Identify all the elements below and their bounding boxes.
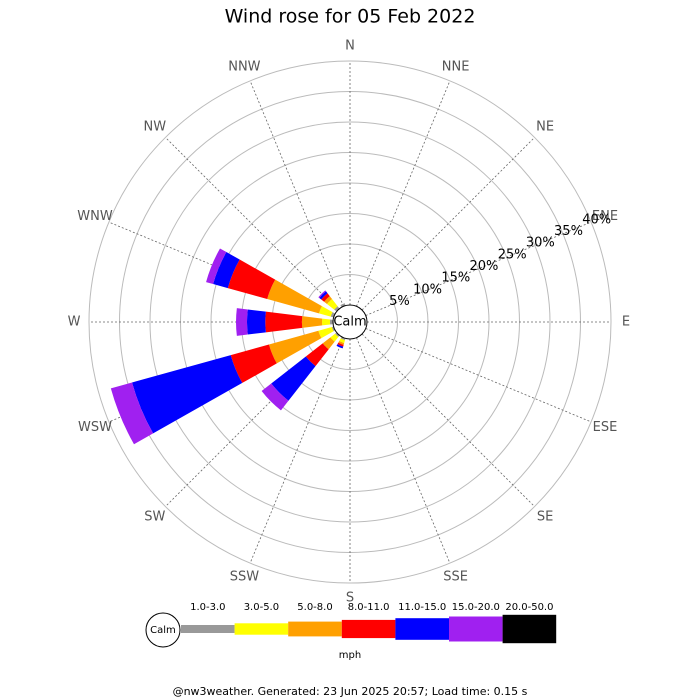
petal-segment [330, 333, 339, 342]
spoke [165, 137, 339, 311]
ring-label: 40% [582, 212, 611, 227]
calm-label: Calm [333, 315, 366, 330]
petal-segment [305, 343, 329, 367]
direction-label: WNW [77, 209, 113, 224]
petal-segment [336, 344, 344, 349]
ring-label: 20% [470, 259, 499, 274]
petal-segment [230, 344, 277, 383]
direction-label: E [622, 315, 630, 330]
petal-segment [331, 326, 336, 332]
grid-ring [88, 60, 612, 584]
petal-segment [318, 306, 333, 317]
legend-calm-label: Calm [150, 625, 176, 636]
footer: @nw3weather. Generated: 23 Jun 2025 20:5… [173, 685, 528, 698]
direction-label: NNE [442, 60, 470, 75]
petal-segment [340, 303, 346, 308]
petal-segment [110, 382, 154, 445]
petal-segment [340, 336, 346, 341]
direction-label: NNW [228, 60, 260, 75]
spoke [356, 80, 451, 307]
spoke [365, 328, 592, 423]
ring-label: 25% [498, 247, 527, 262]
petal-segment [339, 338, 345, 344]
ring-label: 10% [413, 282, 442, 297]
direction-label: SW [144, 510, 165, 525]
grid-ring [149, 121, 551, 523]
petal-segment [236, 308, 248, 336]
legend-swatch [502, 614, 557, 644]
petal-segment [213, 252, 240, 289]
ring-label: 5% [389, 294, 410, 309]
legend-swatch [395, 618, 449, 640]
petal-segment [337, 342, 344, 347]
petal-segment [330, 312, 336, 318]
legend-label: 5.0-8.0 [297, 602, 332, 613]
direction-label: W [68, 315, 81, 330]
petal-segment [265, 311, 303, 333]
petal-segment [261, 383, 289, 411]
calm-circle [332, 304, 368, 340]
direction-label: NW [144, 119, 167, 134]
direction-label: ENE [592, 209, 618, 224]
petal-segment [319, 291, 328, 300]
legend-calm [145, 612, 181, 648]
petal-segment [338, 341, 345, 345]
direction-label: SSE [443, 569, 468, 584]
petal-segment [326, 298, 338, 310]
petal-segment [329, 319, 334, 325]
legend-label: 11.0-15.0 [398, 602, 446, 613]
spoke [356, 337, 451, 564]
legend-swatch [181, 625, 235, 633]
direction-label: SSW [230, 569, 260, 584]
petal-segment [322, 337, 335, 350]
direction-label: S [346, 591, 354, 606]
legend-label: 15.0-20.0 [452, 602, 500, 613]
petal-segment [267, 279, 322, 314]
direction-label: SE [537, 510, 553, 525]
legend-swatch [234, 623, 289, 635]
direction-label: WSW [78, 420, 112, 435]
legend-label: 1.0-3.0 [190, 602, 225, 613]
legend-swatch [288, 621, 342, 637]
legend-swatch [449, 616, 503, 642]
legend-unit: mph [339, 650, 361, 661]
petal-segment [301, 316, 323, 328]
petal-segment [246, 309, 266, 335]
spoke [249, 80, 344, 307]
spoke [249, 337, 344, 564]
legend-label: 3.0-5.0 [244, 602, 279, 613]
petal-segment [318, 327, 334, 339]
spoke [361, 333, 535, 507]
ring-label: 30% [526, 236, 555, 251]
direction-label: ESE [593, 420, 618, 435]
petal-segment [321, 293, 330, 302]
legend-label: 8.0-11.0 [348, 602, 390, 613]
legend-label: 20.0-50.0 [505, 602, 553, 613]
petal-segment [318, 290, 327, 299]
spoke [361, 137, 535, 311]
spoke [365, 221, 592, 316]
petal-segment [227, 259, 276, 300]
petal-segment [324, 296, 333, 305]
petal-segment [268, 330, 322, 364]
petal-segment [271, 356, 316, 401]
petal-segment [131, 355, 243, 434]
petal-segment [322, 318, 331, 326]
chart-title: Wind rose for 05 Feb 2022 [225, 6, 476, 28]
direction-label: NE [536, 119, 554, 134]
ring-label: 35% [554, 224, 583, 239]
direction-label: N [345, 39, 355, 54]
petal-segment [334, 306, 340, 312]
petal-segment [335, 332, 340, 337]
petal-segment [206, 248, 227, 285]
ring-label: 15% [441, 271, 470, 286]
legend-swatch [341, 619, 396, 639]
